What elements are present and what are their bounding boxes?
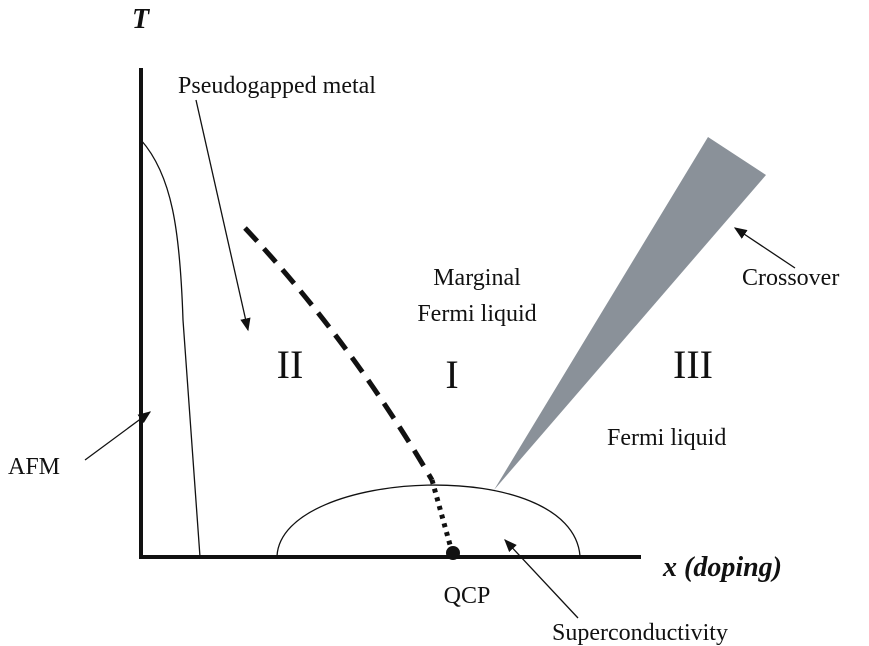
label: QCP [444, 583, 491, 609]
region-label: II [277, 342, 304, 387]
label: Fermi liquid [607, 425, 726, 451]
region-label: I [445, 352, 458, 397]
label: Crossover [742, 265, 839, 291]
arrow [84, 411, 152, 461]
region-label: III [673, 342, 713, 387]
arrow [504, 539, 579, 619]
qcp-point [446, 546, 460, 560]
label: AFM [8, 454, 60, 480]
afm-boundary [140, 139, 201, 558]
arrow [195, 99, 251, 332]
label: Pseudogapped metal [178, 73, 376, 99]
x-axis-label: x (doping) [662, 552, 782, 583]
y-axis-label: T [132, 4, 151, 35]
crossover-wedge [494, 137, 766, 490]
pseudogap-dotted [429, 479, 455, 553]
pseudogap-line [243, 226, 435, 482]
arrow [733, 227, 796, 269]
label: Superconductivity [552, 620, 728, 646]
sc-dome [276, 484, 581, 557]
label: Fermi liquid [417, 301, 536, 327]
label: Marginal [433, 265, 521, 291]
